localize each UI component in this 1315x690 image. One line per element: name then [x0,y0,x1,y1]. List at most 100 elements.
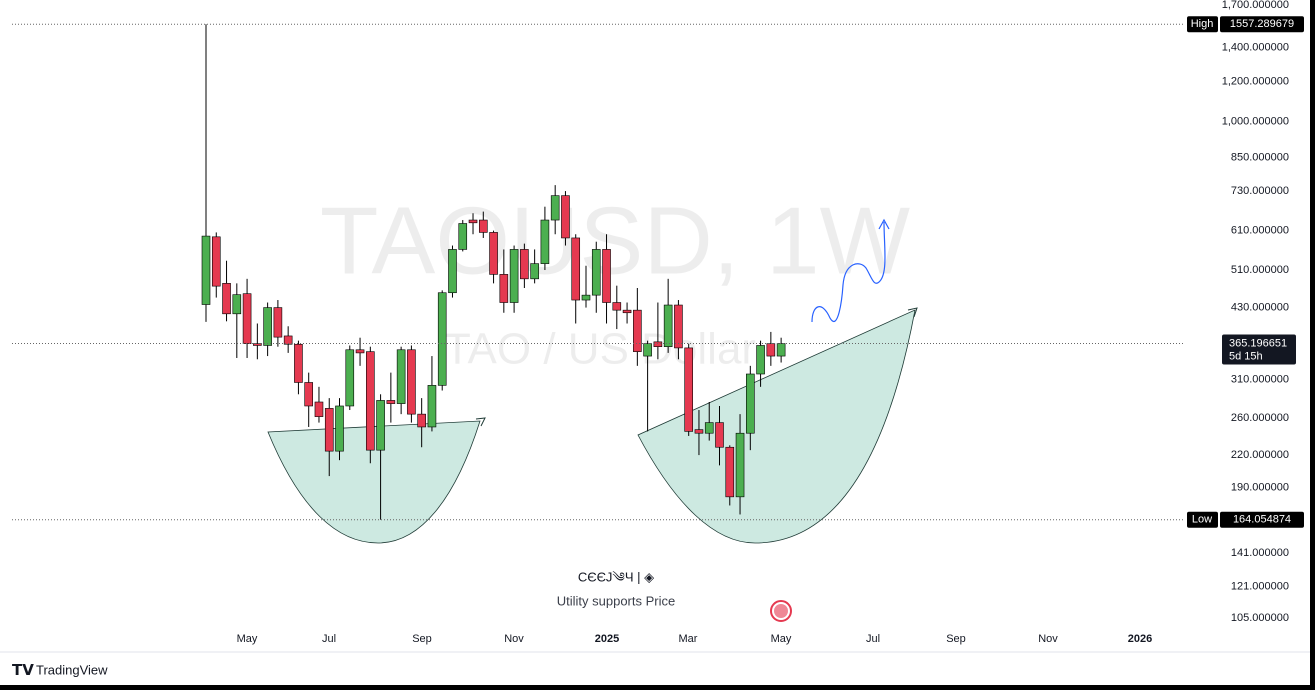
candle-body [355,349,365,354]
y-tick-label: 1,200.000000 [1222,76,1289,88]
candle-body [735,432,745,498]
candle-body [345,349,355,407]
candle-body [366,351,375,451]
y-tick-label: 105.000000 [1231,612,1289,624]
candle-body [499,274,509,303]
x-tick-label: Sep [946,633,966,645]
plot: 1,700.000000 1,400.000000 1,200.000000 1,00… [12,0,1289,645]
candle-body [643,343,652,357]
brand-logo: 𝗧𝗩 [12,662,34,679]
candle-body [263,307,272,346]
y-tick-label: 510.000000 [1231,264,1289,276]
candle-body [756,345,765,375]
x-tick-label: 2026 [1128,633,1152,645]
candle-body [663,304,673,347]
candle-body [725,446,735,498]
candle-body [222,283,231,315]
candle-body [273,307,283,338]
candle-body [633,309,642,352]
candle-body [427,385,437,428]
candle-body [201,235,211,305]
candle-body [612,302,622,311]
x-tick-label: Nov [504,633,524,645]
price-tag-label: Low [1192,514,1212,526]
candle-body [283,335,293,345]
candle-body [704,422,714,434]
price-tag-value: 164.054874 [1233,514,1291,526]
x-tick-label: Jul [866,633,880,645]
border [0,685,1315,690]
y-tick-label: 610.000000 [1231,225,1289,237]
flag-icon-fill [774,604,788,618]
price-tag-value: 1557.289679 [1230,18,1294,30]
author: СЄЄJ༄Ч | ◈ [578,569,654,584]
y-tick-label: 1,700.000000 [1222,0,1289,11]
arrow-head [475,417,486,427]
watermark-title: TAOUSD, 1W [320,187,911,294]
y-tick-label: 121.000000 [1231,581,1289,593]
candle-body [335,405,344,452]
candle-body [520,249,529,280]
candle-body [386,400,396,404]
candle-body [653,341,663,347]
y-tick-label: 730.000000 [1231,185,1289,197]
candle-body [746,373,755,434]
y-tick-label: 141.000000 [1231,547,1289,559]
caption: Utility supports Price [557,593,675,608]
x-tick-label: Jul [322,633,336,645]
x-tick-label: Sep [412,633,432,645]
candle-body [766,343,776,357]
price-tag-label: High [1191,18,1214,30]
y-tick-label: 1,400.000000 [1222,42,1289,54]
y-tick-label: 850.000000 [1231,151,1289,163]
candle-body [571,237,581,301]
candle-body [458,223,468,250]
candle-body [674,304,683,349]
candle-body [478,219,488,233]
candle-body [448,249,457,294]
y-tick-label: 1,000.000000 [1222,116,1289,128]
right-cup [637,309,916,544]
candle-body [622,309,632,314]
brand-name: TradingView [36,662,108,677]
last-price: 365.196651 [1229,337,1287,349]
price-tag [1187,16,1218,33]
price-tag [1187,511,1218,528]
x-tick-label: May [771,633,792,645]
candle-body [489,232,498,275]
candle-body [715,422,724,448]
border [1310,0,1315,690]
candle-body [602,249,611,303]
candle-body [396,349,406,404]
watermark: TAOUSD, 1W TAO / US Dollar [320,187,911,373]
y-tick-label: 260.000000 [1231,412,1289,424]
x-tick-label: Mar [679,633,698,645]
candle-body [314,401,324,417]
x-tick-label: Nov [1038,633,1058,645]
candle-body [581,294,591,301]
candle-body [684,347,693,432]
candle-body [304,382,314,407]
candle-body [294,343,303,383]
candle-body [509,249,519,303]
x-tick-label: 2025 [595,633,619,645]
y-tick-label: 310.000000 [1231,374,1289,386]
candle-body [468,219,478,224]
candle-body [530,263,539,280]
candle-body [591,249,601,296]
last-price-box [1222,334,1296,365]
candle-body [324,408,334,452]
candle-body [407,349,416,415]
y-tick-label: 190.000000 [1231,481,1289,493]
price-tag-value-box [1220,511,1304,528]
candle-body [253,343,262,346]
candle-body [232,294,242,315]
candle-body [694,429,704,434]
candle-body [561,195,570,239]
price-tag-value-box [1220,16,1304,33]
watermark-subtitle: TAO / US Dollar [444,325,756,374]
arrow-head [907,307,918,318]
candle-body [417,413,426,428]
candle-body [211,236,221,287]
